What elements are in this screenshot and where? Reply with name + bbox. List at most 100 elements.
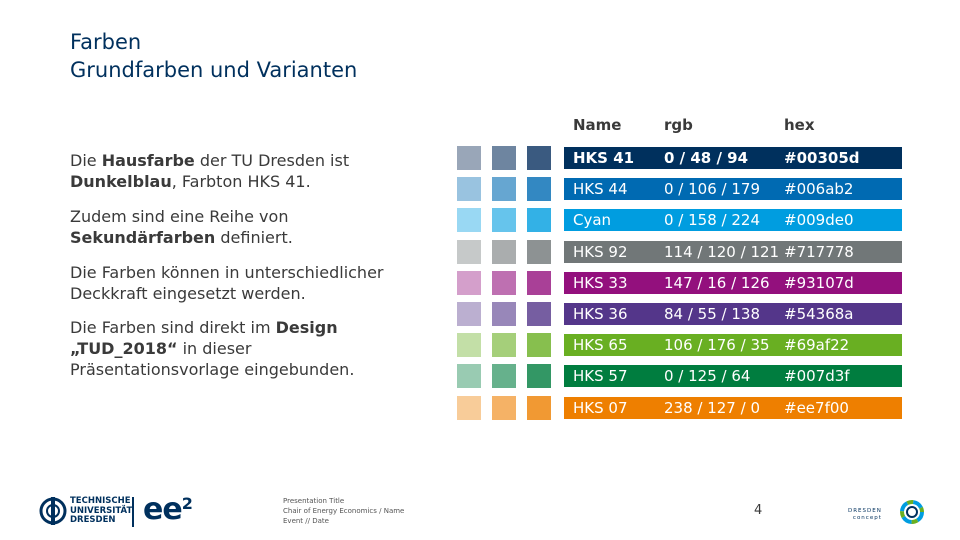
color-row: HKS 07 238 / 127 / 0 #ee7f00 <box>564 397 902 419</box>
color-hex: #ee7f00 <box>784 399 849 417</box>
color-swatch <box>527 364 551 388</box>
color-row: Cyan 0 / 158 / 224 #009de0 <box>564 209 902 231</box>
text-span: Zudem sind eine Reihe von <box>70 207 289 226</box>
tud-line: UNIVERSITÄT <box>70 505 133 516</box>
tud-line: DRESDEN <box>70 515 116 525</box>
color-swatch <box>492 364 516 388</box>
color-rgb: 106 / 176 / 35 <box>664 336 770 354</box>
color-rgb: 84 / 55 / 138 <box>664 305 760 323</box>
tud-line: TECHNISCHE <box>70 496 131 506</box>
color-swatch <box>492 177 516 201</box>
text-span: Die Farben sind direkt im <box>70 318 276 337</box>
ee2-logo: ee2 <box>143 492 193 527</box>
color-rgb: 0 / 106 / 179 <box>664 180 760 198</box>
text-span: Die <box>70 151 102 170</box>
color-swatch <box>527 333 551 357</box>
logo-divider <box>132 497 134 527</box>
bold-dunkelblau: Dunkelblau <box>70 172 172 191</box>
text-span: der TU Dresden ist <box>194 151 350 170</box>
color-swatch <box>527 240 551 264</box>
paragraph-design: Die Farben sind direkt im Design „TUD_20… <box>70 317 390 380</box>
paragraph-deckkraft: Die Farben können in unterschiedlicher D… <box>70 263 384 303</box>
color-swatch <box>527 208 551 232</box>
paragraph-sekundaerfarben: Zudem sind eine Reihe von Sekundärfarben… <box>70 206 430 248</box>
column-header-rgb: rgb <box>664 116 693 134</box>
slide-title-block: Farben Grundfarben und Varianten <box>70 28 357 84</box>
color-swatch <box>527 271 551 295</box>
color-swatch <box>457 396 481 420</box>
color-swatch <box>492 146 516 170</box>
color-name: HKS 44 <box>573 180 628 198</box>
footer-event: Event // Date <box>283 517 329 525</box>
color-name: HKS 33 <box>573 274 628 292</box>
bold-design-name: Design „TUD_2018“ <box>70 318 338 358</box>
text-span: in dieser Präsentationsvorlage eingebund… <box>70 339 355 379</box>
dc-line: concept <box>852 515 882 521</box>
color-swatch <box>527 177 551 201</box>
footer-presentation-title: Presentation Title <box>283 497 345 505</box>
color-name: HKS 36 <box>573 305 628 323</box>
dresden-concept-wordmark: DRESDEN concept <box>848 508 882 522</box>
color-row: HKS 65 106 / 176 / 35 #69af22 <box>564 334 902 356</box>
color-hex: #009de0 <box>784 211 854 229</box>
paragraph-hausfarbe: Die Hausfarbe der TU Dresden ist Dunkelb… <box>70 150 430 192</box>
color-rgb: 147 / 16 / 126 <box>664 274 770 292</box>
dresden-concept-ring-icon <box>900 500 924 524</box>
color-swatch <box>492 240 516 264</box>
color-name: HKS 92 <box>573 243 628 261</box>
text-span: definiert. <box>215 228 293 247</box>
color-swatch <box>457 364 481 388</box>
color-hex: #717778 <box>784 243 854 261</box>
tud-wordmark: TECHNISCHE UNIVERSITÄT DRESDEN <box>70 496 133 526</box>
footer-chair: Chair of Energy Economics / Name <box>283 507 405 515</box>
color-swatch <box>457 177 481 201</box>
dc-line: DRESDEN <box>848 508 882 514</box>
slide-subtitle: Grundfarben und Varianten <box>70 58 358 82</box>
color-swatch <box>457 146 481 170</box>
color-name: HKS 07 <box>573 399 628 417</box>
color-rgb: 0 / 158 / 224 <box>664 211 760 229</box>
color-row: HKS 33 147 / 16 / 126 #93107d <box>564 272 902 294</box>
bold-sekundaerfarben: Sekundärfarben <box>70 228 216 247</box>
color-swatch <box>492 396 516 420</box>
color-name: HKS 65 <box>573 336 628 354</box>
color-row: HKS 44 0 / 106 / 179 #006ab2 <box>564 178 902 200</box>
color-rgb: 0 / 125 / 64 <box>664 367 751 385</box>
column-header-hex: hex <box>784 116 815 134</box>
color-swatch <box>457 302 481 326</box>
color-swatch <box>492 208 516 232</box>
color-hex: #93107d <box>784 274 854 292</box>
color-swatch <box>457 208 481 232</box>
color-name: HKS 41 <box>573 149 635 167</box>
color-row: HKS 92 114 / 120 / 121 #717778 <box>564 241 902 263</box>
color-row: HKS 57 0 / 125 / 64 #007d3f <box>564 365 902 387</box>
color-rgb: 0 / 48 / 94 <box>664 149 749 167</box>
color-row: HKS 36 84 / 55 / 138 #54368a <box>564 303 902 325</box>
column-header-name: Name <box>573 116 622 134</box>
footer-info: Presentation Title Chair of Energy Econo… <box>283 496 404 526</box>
color-swatch <box>492 302 516 326</box>
color-name: Cyan <box>573 211 612 229</box>
tud-seal-icon <box>39 497 67 525</box>
color-swatch <box>492 333 516 357</box>
color-hex: #00305d <box>784 149 860 167</box>
ee2-sup: 2 <box>181 494 193 513</box>
color-name: HKS 57 <box>573 367 628 385</box>
color-hex: #69af22 <box>784 336 850 354</box>
color-hex: #54368a <box>784 305 854 323</box>
text-span: , Farbton HKS 41. <box>171 172 311 191</box>
color-swatch <box>527 146 551 170</box>
bold-hausfarbe: Hausfarbe <box>101 151 195 170</box>
color-hex: #006ab2 <box>784 180 854 198</box>
page-number: 4 <box>754 503 763 518</box>
color-rgb: 238 / 127 / 0 <box>664 399 760 417</box>
color-swatch <box>527 396 551 420</box>
color-row: HKS 41 0 / 48 / 94 #00305d <box>564 147 902 169</box>
color-swatch <box>492 271 516 295</box>
color-swatch <box>457 333 481 357</box>
color-rgb: 114 / 120 / 121 <box>664 243 780 261</box>
color-hex: #007d3f <box>784 367 850 385</box>
color-swatch <box>457 240 481 264</box>
ee2-text: ee <box>143 492 183 527</box>
slide-title: Farben <box>70 30 142 54</box>
